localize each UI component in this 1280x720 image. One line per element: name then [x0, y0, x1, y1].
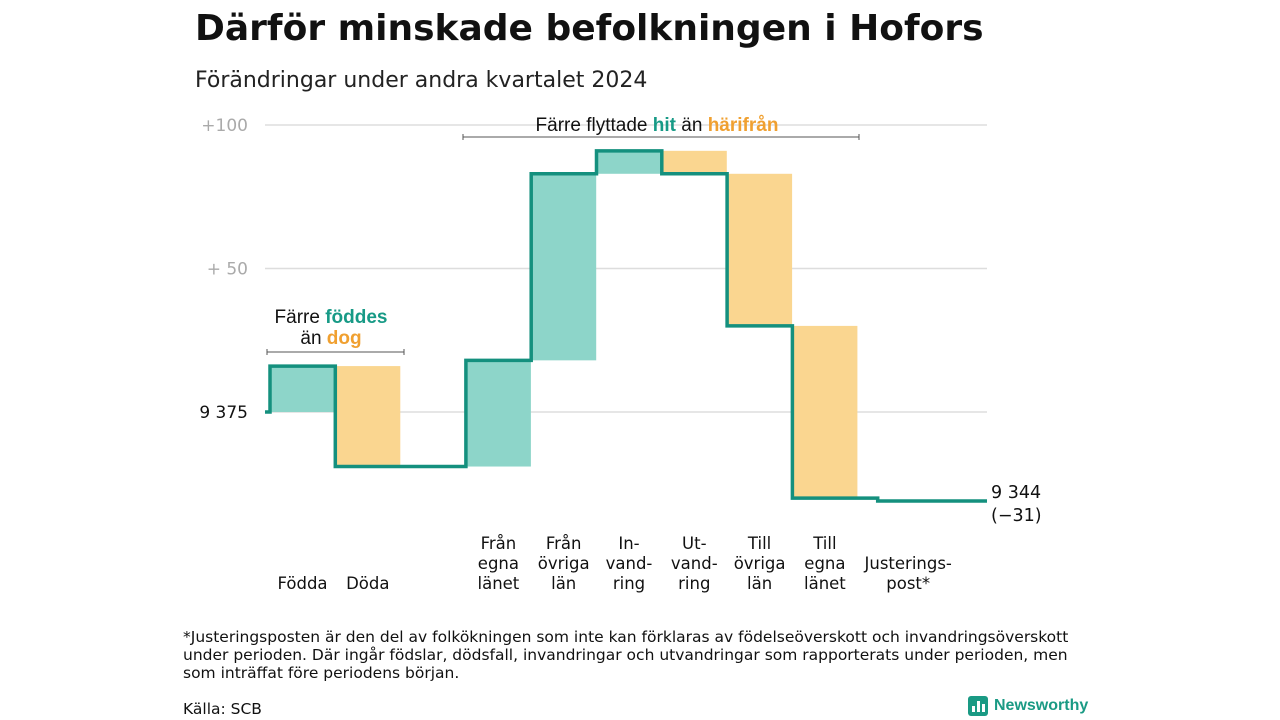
category-label: övriga [734, 554, 786, 573]
inflow-bar [531, 173, 597, 361]
outflow-bar [661, 150, 727, 174]
category-label: Födda [277, 574, 327, 593]
source-label: Källa: SCB [183, 700, 262, 718]
category-label: vand- [671, 554, 718, 573]
bar-chart-icon [968, 696, 988, 716]
moves-annotation: Färre flyttade hit än härifrån [536, 115, 779, 136]
moves-bracket [462, 134, 860, 140]
annotation-text: än [676, 115, 708, 136]
category-label: länet [478, 574, 520, 593]
population-line [265, 149, 987, 503]
category-label: In- [618, 534, 639, 553]
end-change-label: (−31) [991, 506, 1042, 526]
newsworthy-logo[interactable]: Newsworthy [968, 696, 1088, 716]
category-label: egna [478, 554, 519, 573]
births-annotation: Färre föddes [275, 307, 388, 328]
category-label: egna [804, 554, 845, 573]
outflow-bar [792, 325, 858, 499]
annotation-highlight: dog [327, 328, 362, 349]
brand-name: Newsworthy [994, 697, 1089, 714]
category-label: post* [886, 574, 930, 593]
category-label: länet [804, 574, 846, 593]
y-tick-label: + 50 [207, 260, 248, 280]
category-label: län [747, 574, 772, 593]
annotation-text: Färre [275, 307, 326, 328]
category-label: Från [546, 534, 582, 553]
category-label: övriga [538, 554, 590, 573]
category-label: län [551, 574, 576, 593]
y-tick-label: 9 375 [199, 403, 248, 423]
annotation-highlight: härifrån [708, 115, 779, 136]
annotation-text: än [300, 328, 326, 349]
inflow-bar [270, 366, 335, 412]
category-label: vand- [606, 554, 653, 573]
chart-title: Därför minskade befolkningen i Hofors [195, 8, 984, 49]
outflow-bar [335, 366, 401, 467]
annotation-highlight: hit [653, 115, 677, 136]
category-label: Till [812, 534, 836, 553]
inflow-bar [465, 360, 531, 467]
annotation-text: Färre flyttade [536, 115, 653, 136]
category-label: Till [747, 534, 771, 553]
footnote: *Justeringsposten är den del av folkökni… [183, 628, 1069, 682]
chart-subtitle: Förändringar under andra kvartalet 2024 [195, 68, 648, 93]
outflow-bar [727, 173, 793, 326]
annotation-highlight: föddes [325, 307, 387, 328]
births-bracket [266, 349, 405, 355]
category-label: Från [481, 534, 517, 553]
births-annotation: än dog [300, 328, 361, 349]
end-value-label: 9 344 [991, 483, 1041, 503]
category-label: ring [678, 574, 710, 593]
category-label: ring [613, 574, 645, 593]
category-label: Ut- [682, 534, 707, 553]
category-label: Justerings- [864, 554, 952, 573]
category-label: Döda [346, 574, 389, 593]
y-tick-label: +100 [201, 116, 248, 136]
inflow-bar [596, 150, 662, 174]
